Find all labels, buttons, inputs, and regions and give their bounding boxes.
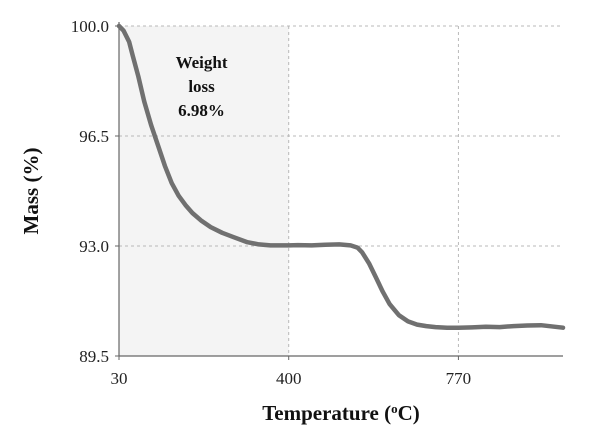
x-tick-label: 30 [111, 369, 128, 388]
annotation-line: Weight [176, 53, 228, 72]
weight-loss-annotation: Weight loss 6.98% [176, 53, 228, 120]
annotation-line: 6.98% [178, 101, 225, 120]
x-tick-label: 400 [276, 369, 302, 388]
y-tick-label: 96.5 [79, 127, 109, 146]
y-tick-labels: 89.5 93.0 96.5 100.0 [71, 17, 119, 366]
x-tick-label: 770 [446, 369, 472, 388]
series-line [116, 23, 566, 330]
shaded-region [119, 26, 289, 356]
y-axis-title: Mass (%) [19, 148, 43, 235]
x-axis-title: Temperature (oC) [262, 401, 420, 426]
y-tick-label: 89.5 [79, 347, 109, 366]
y-tick-label: 93.0 [79, 237, 109, 256]
annotation-line: loss [188, 77, 215, 96]
y-tick-label: 100.0 [71, 17, 109, 36]
x-tick-labels: 30 400 770 [111, 356, 472, 388]
